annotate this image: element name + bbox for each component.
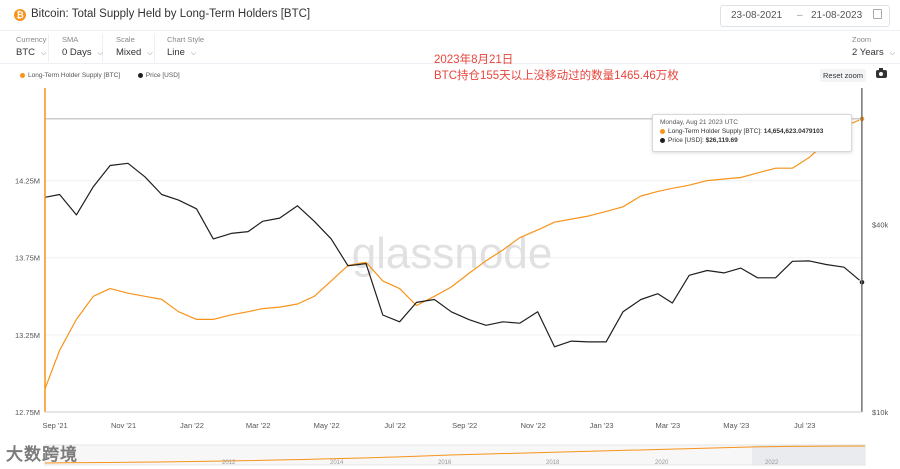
tooltip-lth-row: Long-Term Holder Supply [BTC]: 14,654,62… [660,128,823,135]
lth-legend-dot [20,72,25,78]
bottom-watermark: 大数跨境 [6,445,78,464]
scale-select[interactable]: Scale Mixed ⌵ [116,34,155,62]
chart-tooltip: Monday, Aug 21 2023 UTC Long-Term Holder… [652,114,852,152]
tooltip-price-dot [660,137,665,143]
navigator-tick-label: 2012 [222,460,236,466]
zoom-select[interactable]: Zoom 2 Years ⌵ [852,34,896,62]
sma-select[interactable]: SMA 0 Days ⌵ [62,34,103,62]
zoom-label: Zoom [852,35,872,44]
chevron-down-icon: ⌵ [97,50,103,57]
lth-supply-line [44,118,863,390]
navigator-tick-label: 2020 [655,460,669,466]
tooltip-price-label: Price [USD]: [668,137,704,144]
chart-style-value: Line [167,47,185,58]
x-tick-label: May '22 [314,421,340,430]
chevron-down-icon: ⌵ [147,50,153,57]
tooltip-price-row: Price [USD]: $26,119.69 [660,137,738,144]
navigator-tick-label: 2016 [438,460,452,466]
chart-header: ₿ Bitcoin: Total Supply Held by Long-Ter… [0,0,900,31]
navigator-tick-label: 2014 [330,460,344,466]
legend-price[interactable]: Price [USD] [145,72,180,79]
sma-label: SMA [62,35,79,44]
x-tick-label: Jul '22 [384,421,405,430]
chevron-down-icon: ⌵ [190,50,197,57]
x-tick-label: Jan '23 [590,421,614,430]
chart-controls: Currency BTC ⌵ SMA 0 Days ⌵ Scale Mixed ⌵ C… [0,31,900,64]
bitcoin-logo-icon: ₿ [14,9,26,21]
y-right-tick-label: $40k [872,221,889,230]
x-tick-label: Jan '22 [180,421,204,430]
calendar-icon[interactable] [873,9,882,19]
tooltip-lth-value: 14,654,623.0479103 [763,128,824,135]
zoom-value: 2 Years [852,47,884,58]
chart-annotation: 2023年8月21日 BTC持仓155天以上没移动过的数量1465.46万枚 [434,52,679,84]
y-left-tick-label: 14.25M [15,177,40,186]
currency-select[interactable]: Currency BTC ⌵ [16,34,49,62]
x-tick-label: Nov '21 [111,421,136,430]
chart-title: Bitcoin: Total Supply Held by Long-Term … [31,8,311,20]
sma-value: 0 Days [62,47,92,58]
chart-legend: Long-Term Holder Supply [BTC] Price [USD… [20,72,180,79]
scale-label: Scale [116,35,135,44]
chart-style-select[interactable]: Chart Style Line ⌵ [167,34,211,62]
y-left-tick-label: 13.25M [15,331,40,340]
glassnode-watermark: glassnode [352,229,553,278]
date-to[interactable]: 21-08-2023 [811,10,863,21]
annotation-line2: BTC持仓155天以上没移动过的数量1465.46万枚 [434,70,679,82]
camera-icon[interactable] [876,68,887,78]
x-tick-label: Sep '22 [452,421,477,430]
navigator-tick-label: 2018 [546,460,560,466]
legend-lth[interactable]: Long-Term Holder Supply [BTC] [28,72,121,79]
date-from[interactable]: 23-08-2021 [731,10,783,21]
chart-style-label: Chart Style [167,35,205,44]
x-tick-label: Mar '23 [655,421,680,430]
x-tick-label: Jul '23 [794,421,815,430]
x-tick-label: Mar '22 [246,421,271,430]
tooltip-date: Monday, Aug 21 2023 UTC [660,119,738,126]
x-tick-label: Sep '21 [42,421,67,430]
scale-value: Mixed [116,47,142,58]
x-tick-label: Nov '22 [521,421,546,430]
tooltip-price-value: $26,119.69 [705,137,738,144]
tooltip-lth-dot [660,128,665,134]
navigator-selection [752,445,865,465]
chevron-down-icon: ⌵ [41,50,47,57]
y-right-tick-label: $10k [872,408,889,417]
x-tick-label: May '23 [723,421,749,430]
tooltip-lth-label: Long-Term Holder Supply [BTC]: [668,128,762,135]
y-left-tick-label: 12.75M [15,408,40,417]
reset-zoom-button[interactable]: Reset zoom [820,69,866,82]
price-legend-dot [137,72,143,78]
date-range-picker[interactable]: 23-08-2021 – 21-08-2023 [720,5,890,27]
y-left-tick-label: 13.75M [15,254,40,263]
currency-value: BTC [16,47,35,58]
currency-label: Currency [16,35,47,44]
date-separator: – [797,10,803,21]
price-line [44,162,863,348]
chevron-down-icon: ⌵ [889,50,896,57]
navigator-tick-label: 2022 [765,460,779,466]
navigator-series-line [44,445,866,464]
annotation-line1: 2023年8月21日 [434,54,514,66]
